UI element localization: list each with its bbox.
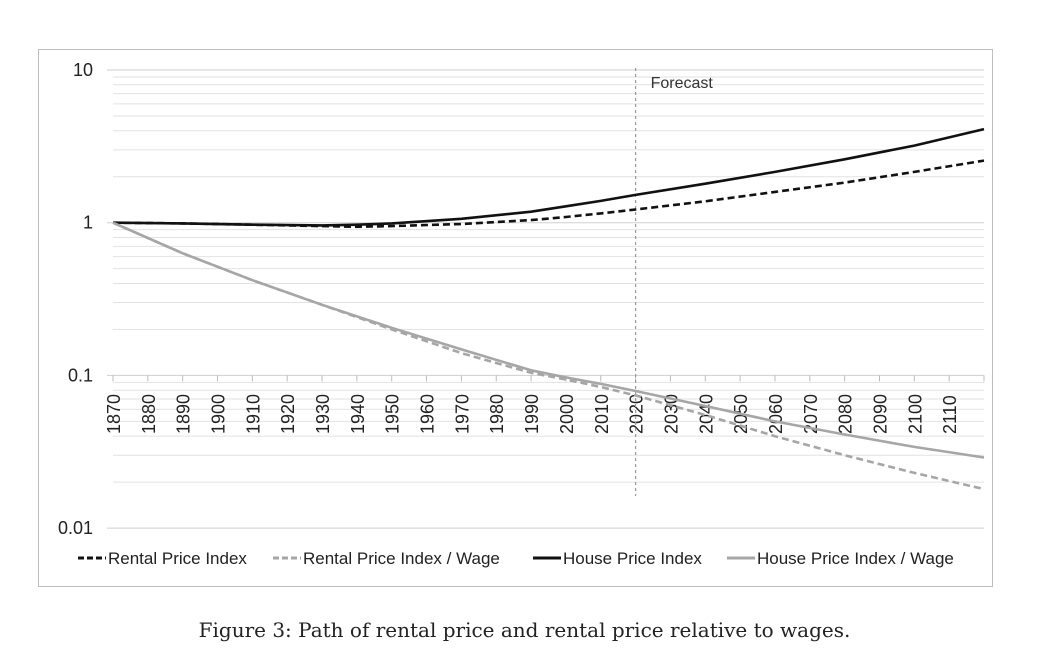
x-tick-label: 2020 xyxy=(627,394,647,434)
x-tick-label: 1910 xyxy=(243,394,263,434)
y-tick-label: 0.1 xyxy=(68,365,93,385)
x-tick-label: 1940 xyxy=(348,394,368,434)
x-tick-label: 1870 xyxy=(104,394,124,434)
y-tick-label: 0.01 xyxy=(58,518,93,538)
x-tick-label: 2090 xyxy=(870,394,890,434)
y-tick-label: 10 xyxy=(73,60,93,80)
x-tick-label: 2110 xyxy=(940,395,960,434)
series-line xyxy=(112,127,985,227)
x-tick-label: 1950 xyxy=(383,394,403,434)
x-tick-label: 1980 xyxy=(487,394,507,434)
forecast-label: Forecast xyxy=(651,75,714,92)
legend-label: House Price Index / Wage xyxy=(757,549,954,568)
x-tick-label: 2100 xyxy=(905,394,925,434)
legend-label: Rental Price Index / Wage xyxy=(303,549,500,568)
x-tick-label: 2080 xyxy=(836,394,856,434)
legend-label: House Price Index xyxy=(563,549,702,568)
x-tick-label: 1880 xyxy=(139,394,159,434)
x-tick-label: 2060 xyxy=(766,394,786,434)
x-tick-label: 2070 xyxy=(801,394,821,434)
x-tick-label: 1960 xyxy=(418,394,438,434)
series-line xyxy=(112,221,985,491)
x-tick-label: 2000 xyxy=(557,394,577,434)
x-tick-label: 2010 xyxy=(592,394,612,434)
series-line xyxy=(112,221,985,459)
figure-caption: Figure 3: Path of rental price and renta… xyxy=(198,618,851,642)
legend-label: Rental Price Index xyxy=(108,549,247,568)
x-tick-label: 1890 xyxy=(174,394,194,434)
x-tick-label: 1920 xyxy=(278,394,298,434)
x-tick-label: 1970 xyxy=(452,394,472,434)
chart-frame xyxy=(38,49,993,587)
x-tick-label: 1900 xyxy=(209,394,229,434)
x-tick-label: 1990 xyxy=(522,394,542,434)
x-tick-label: 1930 xyxy=(313,394,333,434)
series-line xyxy=(112,159,985,229)
y-tick-label: 1 xyxy=(83,213,93,233)
